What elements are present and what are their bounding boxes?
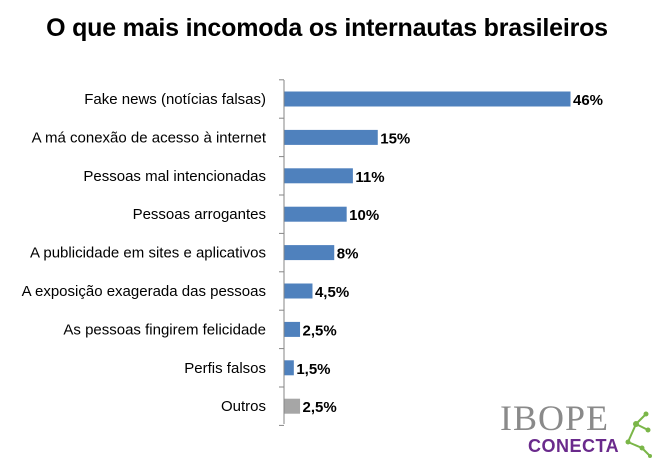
bar [284, 168, 353, 184]
value-label: 15% [380, 130, 410, 147]
value-label: 2,5% [303, 399, 337, 416]
bar [284, 398, 301, 414]
bar [284, 321, 301, 337]
category-label: Fake news (notícias falsas) [84, 91, 266, 108]
category-label: A exposição exagerada das pessoas [22, 283, 266, 300]
bar [284, 206, 347, 222]
bar [284, 360, 294, 376]
bar [284, 129, 378, 145]
category-label: Pessoas arrogantes [133, 206, 266, 223]
value-label: 1,5% [296, 361, 330, 378]
value-label: 10% [349, 207, 379, 224]
chart-title: O que mais incomoda os internautas brasi… [46, 14, 608, 42]
value-label: 2,5% [303, 322, 337, 339]
value-label: 46% [573, 92, 603, 109]
value-label: 8% [337, 246, 359, 263]
category-label: A publicidade em sites e aplicativos [30, 245, 266, 262]
category-label: As pessoas fingirem felicidade [63, 321, 266, 338]
network-node-icon [625, 411, 652, 458]
bar [284, 91, 571, 107]
value-label: 11% [355, 169, 384, 186]
category-label: Perfis falsos [184, 360, 266, 377]
bar [284, 283, 313, 299]
category-label: Outros [221, 398, 266, 415]
category-label: Pessoas mal intencionadas [83, 168, 266, 185]
logo-brand-text: IBOPE [500, 398, 610, 438]
value-label: 4,5% [315, 284, 349, 301]
bar [284, 245, 335, 261]
category-label: A má conexão de acesso à internet [32, 129, 267, 146]
ibope-conecta-logo: IBOPE CONECTA [498, 400, 654, 461]
logo-sub-text: CONECTA [528, 436, 620, 456]
